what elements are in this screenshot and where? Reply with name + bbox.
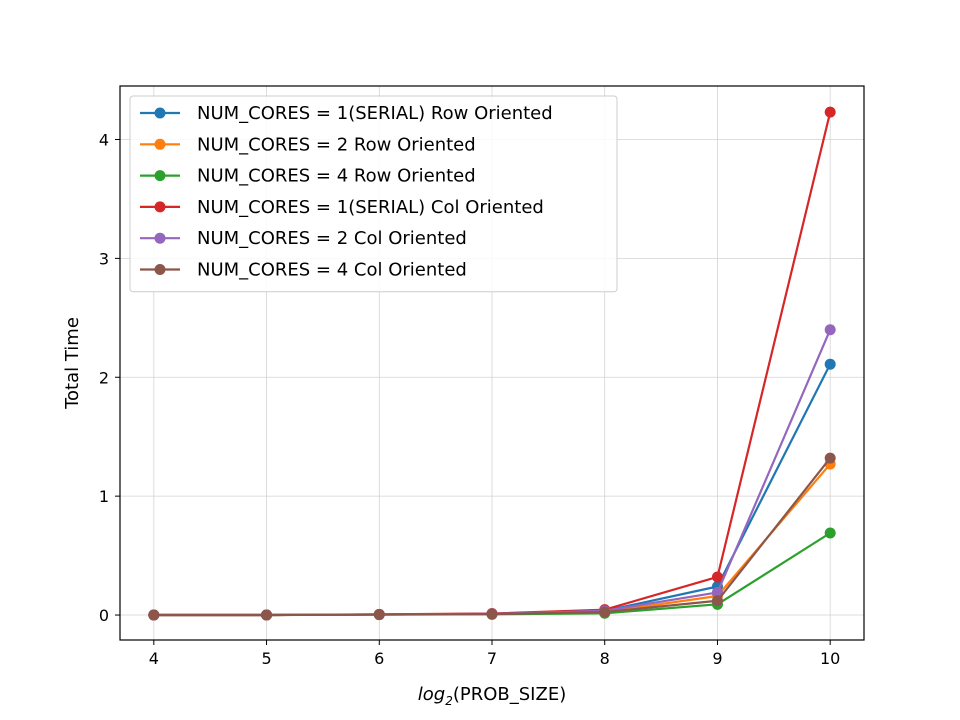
y-tick-label: 3 [99, 249, 109, 268]
x-tick-label: 9 [712, 649, 722, 668]
legend-item: NUM_CORES = 2 Col Oriented [140, 228, 467, 249]
legend: NUM_CORES = 1(SERIAL) Row Oriented NUM_CO… [129, 95, 618, 293]
legend-box [129, 95, 618, 293]
legend-marker [154, 138, 166, 150]
axis-ticks: 4 5 6 7 8 9 10 0 1 2 3 4 [99, 130, 841, 668]
legend-item: NUM_CORES = 2 Row Oriented [140, 134, 476, 155]
data-point [824, 527, 836, 539]
y-tick-label: 1 [99, 487, 109, 506]
legend-label: NUM_CORES = 1(SERIAL) Row Oriented [197, 103, 553, 124]
data-point [824, 106, 836, 118]
legend-item: NUM_CORES = 1(SERIAL) Col Oriented [140, 197, 544, 218]
data-point [261, 609, 273, 621]
data-point [373, 609, 385, 621]
y-tick-label: 0 [99, 606, 109, 625]
x-tick-label: 10 [820, 649, 840, 668]
series-lines [148, 106, 836, 621]
data-point [824, 452, 836, 464]
series-6 [148, 452, 836, 621]
x-tick-label: 7 [487, 649, 497, 668]
legend-label: NUM_CORES = 4 Row Oriented [197, 166, 476, 187]
legend-item: NUM_CORES = 4 Row Oriented [140, 166, 476, 187]
y-tick-label: 4 [99, 130, 109, 149]
x-tick-label: 8 [600, 649, 610, 668]
data-point [711, 586, 723, 598]
x-axis-label-prefix: log [418, 684, 445, 705]
x-axis-label-subscript: 2 [445, 694, 453, 708]
data-point [711, 571, 723, 583]
legend-label: NUM_CORES = 1(SERIAL) Col Oriented [197, 197, 544, 218]
y-axis-label: Total Time [62, 317, 83, 410]
legend-marker [154, 201, 166, 213]
legend-label: NUM_CORES = 4 Col Oriented [197, 260, 467, 281]
data-point [824, 324, 836, 336]
x-axis-label: log2(PROB_SIZE) [418, 684, 566, 708]
data-point [148, 609, 160, 621]
legend-item: NUM_CORES = 1(SERIAL) Row Oriented [140, 103, 553, 124]
data-point [711, 595, 723, 607]
x-tick-label: 4 [149, 649, 159, 668]
data-point [824, 358, 836, 370]
legend-marker [154, 107, 166, 119]
data-point [486, 608, 498, 620]
x-tick-label: 6 [374, 649, 384, 668]
legend-marker [154, 170, 166, 182]
legend-item: NUM_CORES = 4 Col Oriented [140, 260, 467, 281]
legend-marker [154, 264, 166, 275]
data-point [599, 606, 611, 618]
legend-marker [154, 232, 166, 244]
legend-label: NUM_CORES = 2 Row Oriented [197, 134, 476, 155]
x-axis-label-text: (PROB_SIZE) [453, 684, 566, 705]
y-tick-label: 2 [99, 368, 109, 387]
x-tick-label: 5 [261, 649, 271, 668]
legend-label: NUM_CORES = 2 Col Oriented [197, 228, 467, 249]
